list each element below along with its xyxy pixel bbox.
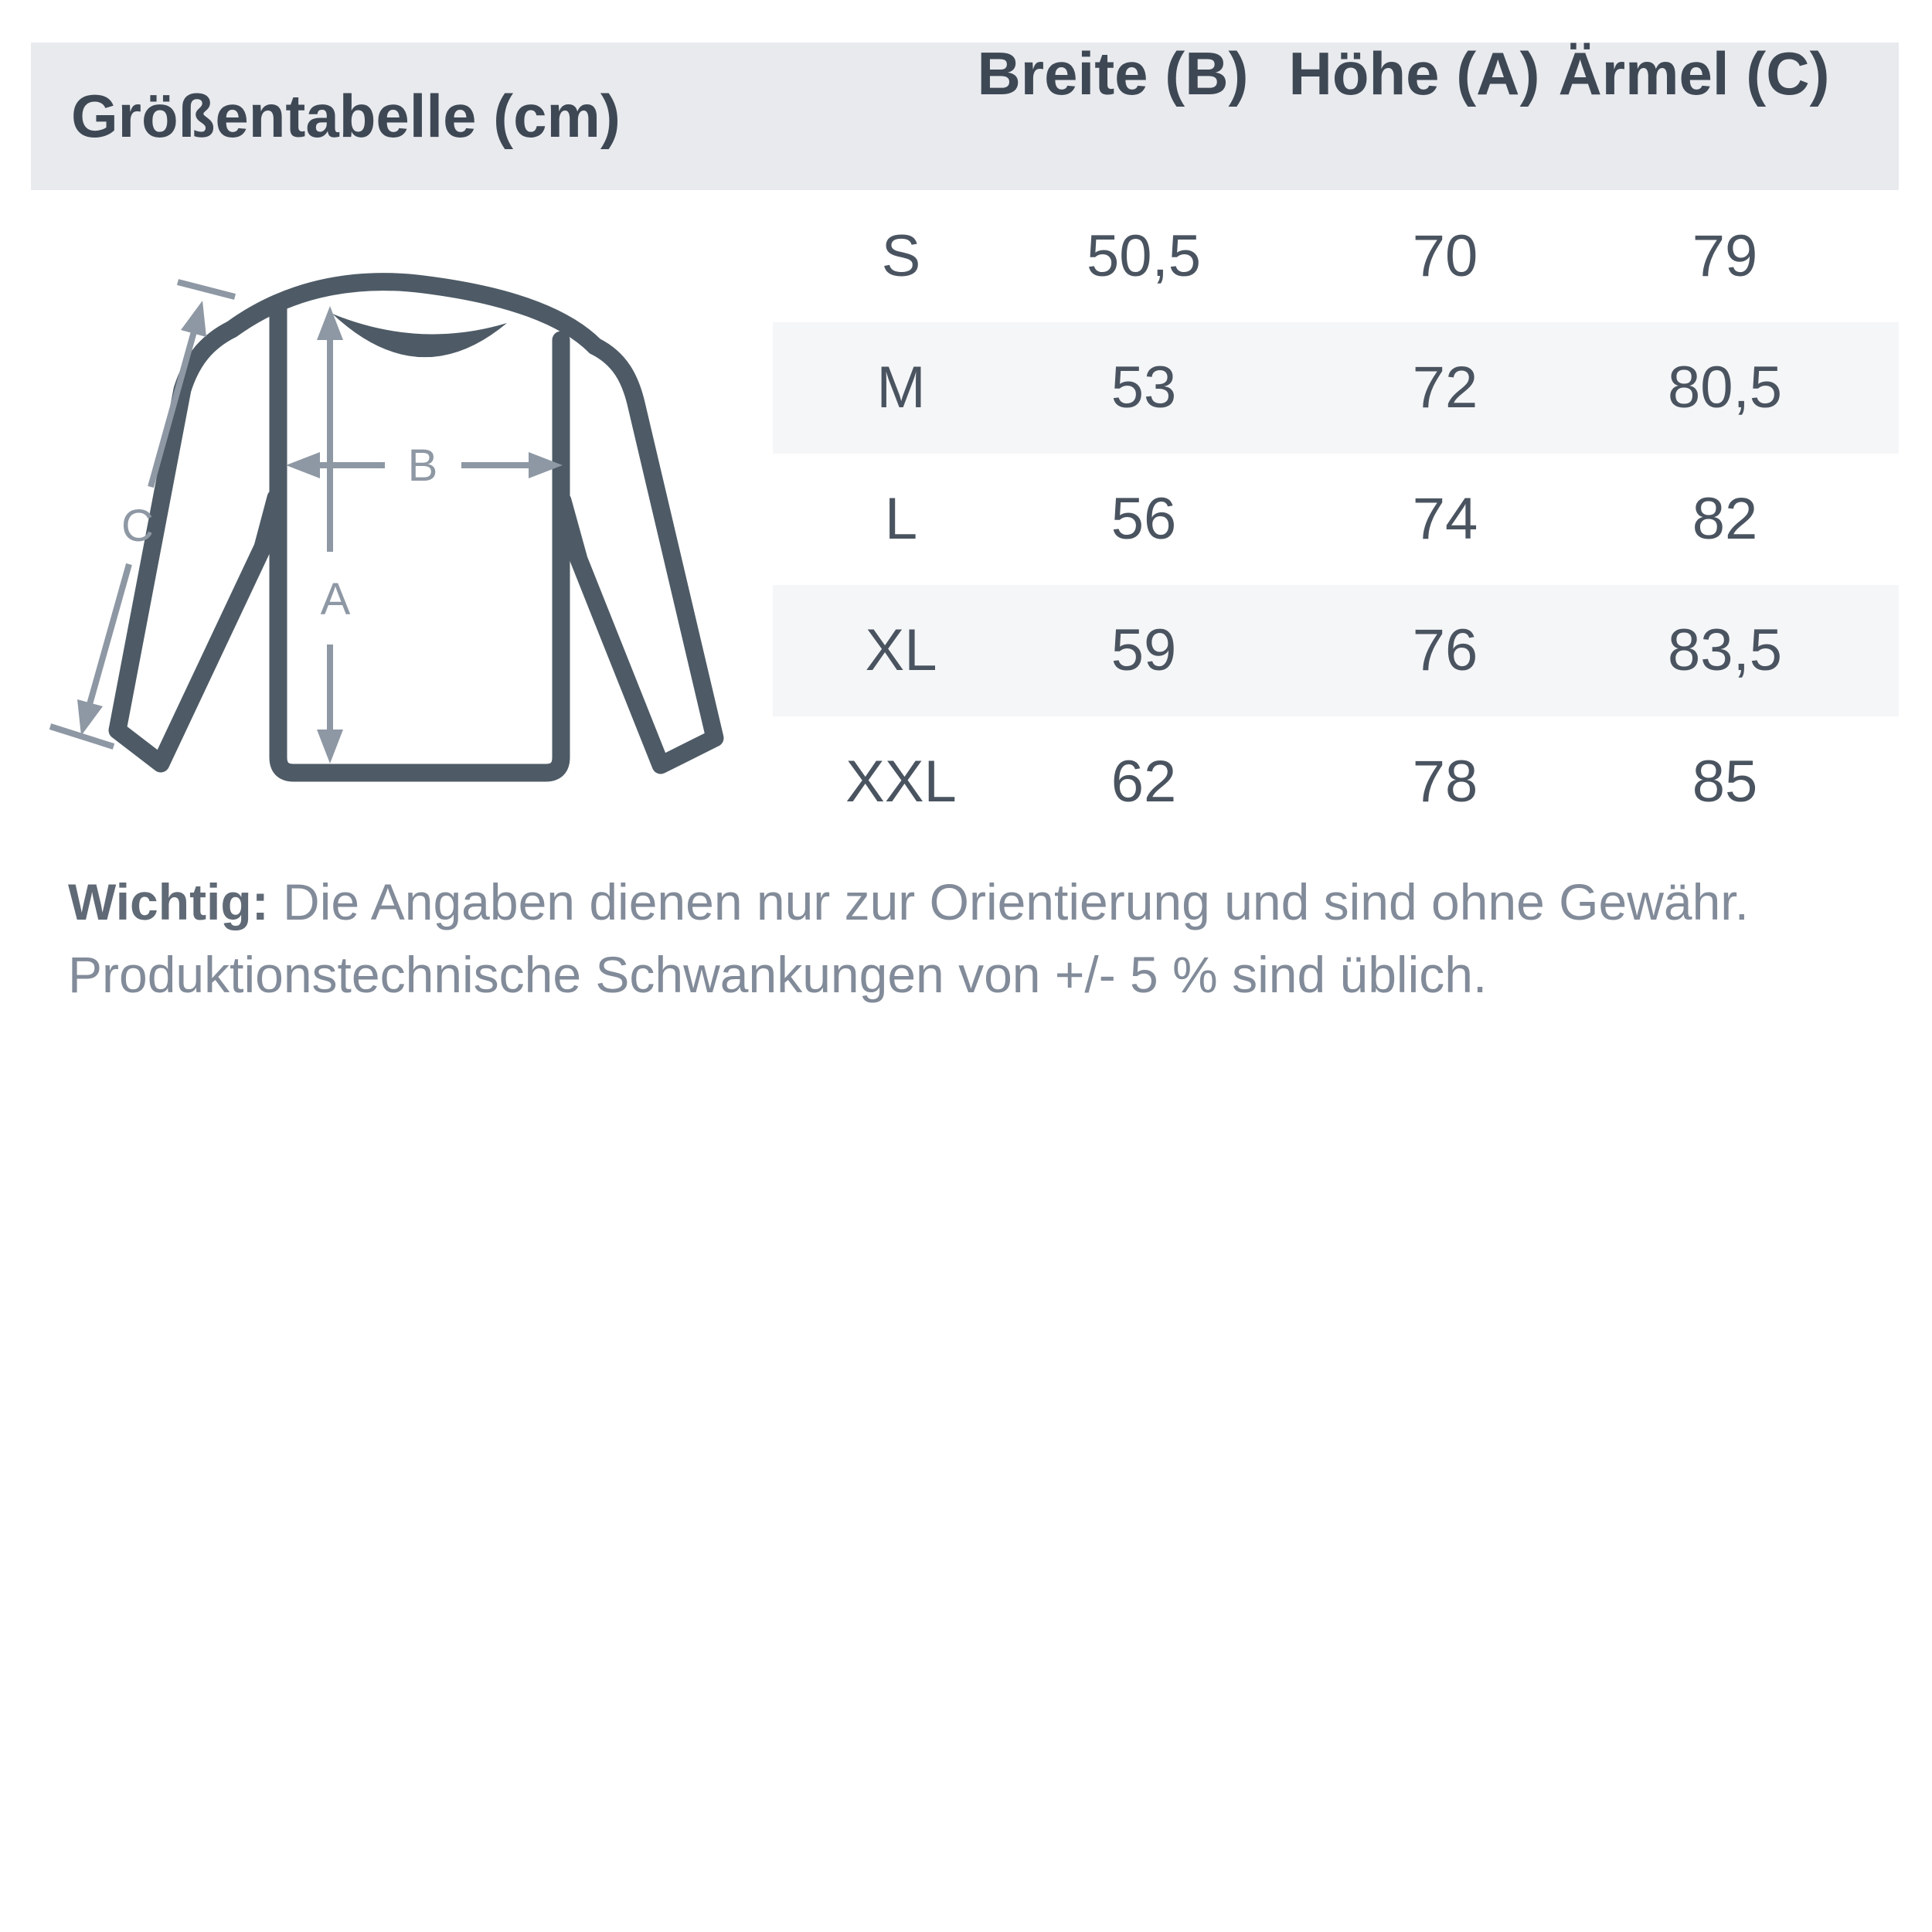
- header-band: Größentabelle (cm): [31, 43, 1899, 190]
- left-sleeve: [108, 320, 285, 773]
- sleeve-arrow-shaft-bottom: [84, 563, 132, 714]
- hoehe-cell: 74: [1412, 486, 1478, 552]
- shoulder-arch: [223, 273, 604, 355]
- aermel-cell: 80,5: [1668, 355, 1782, 420]
- width-label-b: B: [408, 440, 438, 491]
- size-cell: M: [876, 355, 926, 420]
- size-table: S 50,5 70 79 M 53 72 80,5 L 56 74 82 XL …: [0, 191, 1932, 848]
- hoehe-cell: 76: [1412, 617, 1478, 683]
- size-cell: L: [884, 486, 918, 552]
- column-header-aermel: Ärmel (C): [1558, 39, 1830, 107]
- aermel-cell: 85: [1692, 749, 1758, 815]
- sleeve-tick-bottom: [49, 723, 115, 750]
- dimension-labels: C B A: [121, 440, 437, 624]
- body: [269, 297, 570, 782]
- table-row-l: L 56 74 82: [0, 454, 1932, 585]
- page-title: Größentabelle (cm): [71, 82, 621, 150]
- height-arrowhead-up: [317, 306, 343, 340]
- size-cell: XXL: [845, 749, 957, 815]
- collar: [332, 314, 507, 358]
- sleeve-tick-top: [177, 279, 236, 300]
- table-row-m: M 53 72 80,5: [0, 322, 1932, 454]
- arrowheads: [77, 301, 563, 764]
- hoehe-cell: 72: [1412, 355, 1478, 420]
- row-band: [773, 585, 1899, 716]
- width-arrowhead-right: [529, 452, 563, 478]
- breite-cell: 59: [1111, 617, 1177, 683]
- sleeve-label-c: C: [121, 501, 154, 551]
- aermel-cell: 82: [1692, 486, 1758, 552]
- disclaimer-line-2: Produktionstechnische Schwankungen von +…: [68, 946, 1488, 1003]
- height-label-a: A: [321, 574, 351, 624]
- disclaimer-bold: Wichtig:: [68, 873, 269, 930]
- sleeve-arrow-shaft-top: [148, 325, 199, 488]
- height-arrowhead-down: [317, 730, 343, 764]
- table-row-xl: XL 59 76 83,5: [0, 585, 1932, 716]
- breite-cell: 50,5: [1087, 223, 1201, 289]
- breite-cell: 56: [1111, 486, 1177, 552]
- breite-cell: 53: [1111, 355, 1177, 420]
- table-row-xxl: XXL 62 78 85: [0, 716, 1932, 848]
- row-band: [773, 322, 1899, 454]
- hoehe-cell: 78: [1412, 749, 1478, 815]
- disclaimer-rest: Die Angaben dienen nur zur Orientierung …: [268, 873, 1749, 930]
- size-cell: XL: [865, 617, 937, 683]
- sweater-outline: [108, 273, 724, 782]
- breite-cell: 62: [1111, 749, 1177, 815]
- disclaimer-line-1: Wichtig: Die Angaben dienen nur zur Orie…: [68, 866, 1876, 938]
- sweater-measurement-diagram: C B A: [49, 273, 724, 782]
- dimension-arrows: [49, 279, 535, 750]
- width-arrowhead-left: [286, 452, 320, 478]
- sleeve-arrowhead-down: [77, 699, 103, 736]
- aermel-cell: 83,5: [1668, 617, 1782, 683]
- disclaimer-note: Wichtig: Die Angaben dienen nur zur Orie…: [68, 866, 1876, 1011]
- right-sleeve: [553, 337, 724, 774]
- column-header-breite: Breite (B): [977, 39, 1249, 107]
- size-cell: S: [881, 223, 921, 289]
- hoehe-cell: 70: [1412, 223, 1478, 289]
- table-row-s: S 50,5 70 79: [0, 191, 1932, 322]
- column-header-hoehe: Höhe (A): [1288, 39, 1540, 107]
- sleeve-arrowhead-up: [181, 301, 206, 337]
- aermel-cell: 79: [1692, 223, 1758, 289]
